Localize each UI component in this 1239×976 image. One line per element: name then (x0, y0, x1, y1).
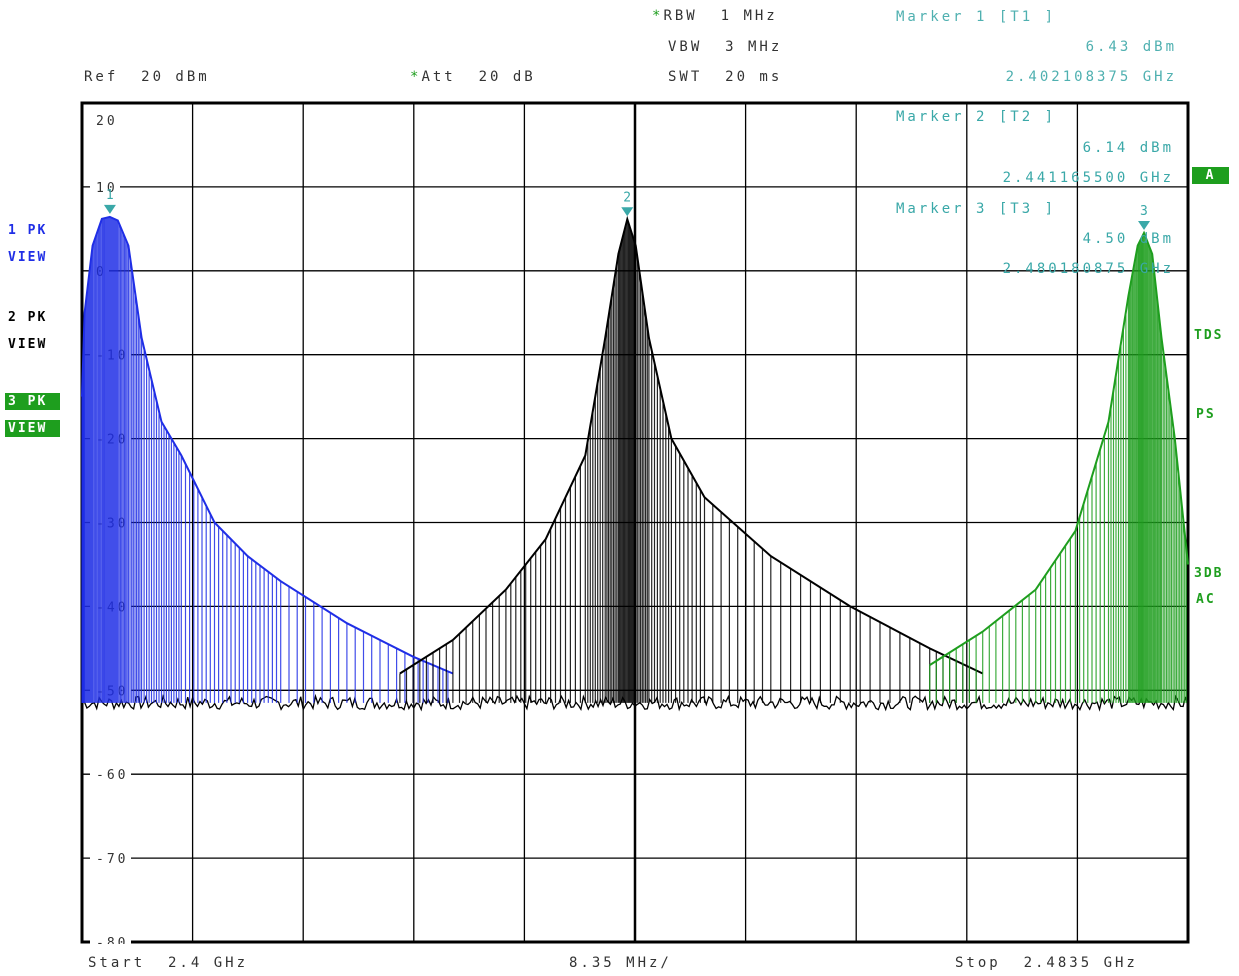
marker1-number: 1 (106, 188, 114, 203)
span-per-div-label: 8.35 MHz/ (569, 955, 672, 971)
trace3-mode-label: 3 PK (5, 393, 60, 410)
traces (81, 215, 1189, 712)
y-tick-label-bg (90, 935, 131, 944)
y-tick-label: -80 (96, 936, 128, 944)
marker3-triangle (1138, 221, 1151, 231)
tds-label: TDS (1194, 328, 1224, 343)
y-tick-label-bg (90, 113, 120, 128)
y-tick-label: 10 (96, 181, 118, 196)
trace2-spurs (399, 219, 977, 703)
trace2-mode-label: 2 PK (8, 310, 48, 325)
trace1-view-label: VIEW (8, 250, 48, 265)
marker1-title: Marker 1 [T1 ] (896, 9, 1057, 25)
marker1-freq: 2.402108375 GHz (1005, 69, 1177, 85)
vbw-label: VBW 3 MHz (668, 39, 783, 55)
trace3-view-label: VIEW (5, 420, 60, 437)
marker2-title: Marker 2 [T2 ] (896, 109, 1056, 125)
marker1-level: 6.43 dBm (1085, 39, 1177, 55)
y-tick-label-bg (90, 767, 131, 783)
trace1-spurs (81, 216, 449, 703)
rbw-star: * (652, 8, 664, 24)
marker3-level: 4.50 dBm (1083, 231, 1174, 247)
ac-label: AC (1196, 592, 1216, 607)
y-tick-label-bg (90, 179, 120, 195)
trace1-line (81, 215, 454, 675)
marker-readouts-in-plot: Marker 2 [T2 ] 6.14 dBm 2.441165500 GHz Mar… (896, 109, 1174, 277)
marker-symbols: 1 2 3 (103, 188, 1151, 231)
marker2-level: 6.14 dBm (1083, 140, 1174, 156)
marker3-title: Marker 3 [T3 ] (896, 201, 1056, 217)
trace3-spurs (929, 233, 1187, 703)
noise-floor-trace (81, 693, 1189, 712)
ps-label: PS (1196, 407, 1216, 422)
stop-frequency-label: Stop 2.4835 GHz (955, 955, 1138, 971)
start-frequency-label: Start 2.4 GHz (88, 955, 249, 971)
marker2-triangle (621, 207, 634, 217)
marker2-freq: 2.441165500 GHz (1003, 170, 1174, 186)
swt-label: SWT 20 ms (668, 69, 783, 85)
rbw-text: RBW 1 MHz (663, 8, 778, 24)
marker3-number: 3 (1140, 204, 1148, 219)
trace2-view-label: VIEW (8, 337, 48, 352)
trace3-line (929, 230, 1189, 666)
y-tick-label-bg (90, 851, 131, 867)
trace2-line (399, 215, 984, 675)
attenuation-label: *Att 20 dB (410, 69, 536, 85)
a-indicator: A (1192, 167, 1229, 184)
ref-level-label: Ref 20 dBm (84, 69, 210, 85)
y-tick-label: 20 (96, 114, 118, 129)
3db-label: 3DB (1194, 566, 1224, 581)
spectrum-plot: 20100-10-20-30-40-50-60-70-80 123 Marker… (80, 101, 1190, 944)
rbw-label: *RBW 1 MHz (652, 8, 778, 24)
marker3-freq: 2.480180875 GHz (1003, 261, 1174, 277)
trace1-mode-label: 1 PK (8, 223, 48, 238)
marker2-number: 2 (623, 190, 631, 205)
marker1-triangle (103, 204, 116, 214)
y-tick-label: -60 (96, 768, 128, 783)
att-text: Att 20 dB (421, 69, 536, 85)
att-star: * (410, 69, 422, 85)
y-tick-label: -70 (96, 852, 128, 867)
